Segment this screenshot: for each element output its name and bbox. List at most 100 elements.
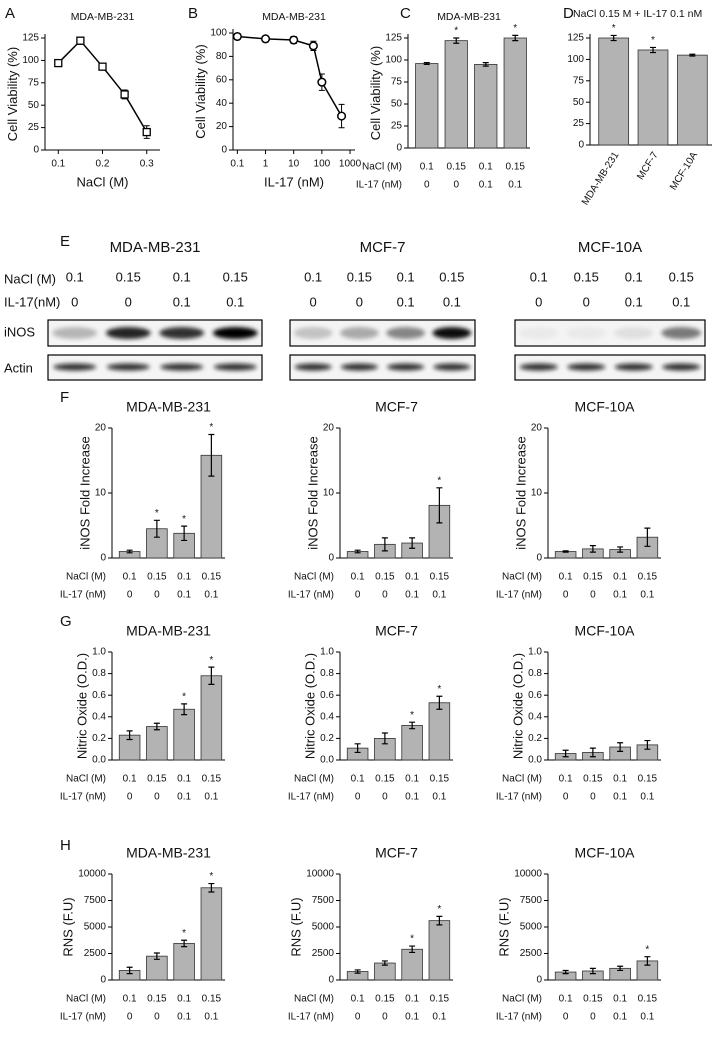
- y-tick-label: 0.4: [528, 711, 542, 722]
- x-tick-label: MCF-7: [635, 150, 661, 182]
- x-tick-label: 0.2: [96, 159, 110, 170]
- y-tick-label: 75: [28, 77, 40, 88]
- x-row-label: IL-17 (nM): [496, 1012, 542, 1023]
- blot-title: MDA-MB-231: [110, 239, 201, 256]
- x-row-value: 0: [355, 590, 361, 601]
- y-tick-label: 0.2: [528, 733, 542, 744]
- panel-label: E: [60, 233, 70, 250]
- marker: [98, 62, 107, 71]
- marker: [232, 31, 242, 42]
- y-tick-label: 0.6: [528, 690, 542, 701]
- lane-label: 0: [125, 294, 132, 309]
- significance-star: *: [209, 422, 213, 433]
- error-bar: [436, 487, 443, 524]
- x-row-value: 0.15: [375, 994, 395, 1005]
- x-row-value: 0.1: [177, 774, 191, 785]
- significance-star: *: [437, 684, 441, 695]
- error-bar: [381, 537, 388, 552]
- y-tick-label: 100: [22, 55, 39, 66]
- x-row-value: 0.1: [420, 162, 434, 173]
- x-row-label: IL-17 (nM): [288, 792, 334, 803]
- x-tick-label: 1000: [339, 159, 362, 170]
- y-axis-label: Cell Viability (%): [368, 46, 383, 140]
- error-bar: [181, 525, 188, 542]
- marker: [260, 34, 271, 44]
- lane-label: 0.15: [574, 269, 599, 284]
- x-row-value: 0: [355, 792, 361, 803]
- x-row-value: 0.1: [559, 774, 573, 785]
- y-axis-label: RNS (F.U): [289, 897, 304, 956]
- y-tick-label: 10: [531, 488, 543, 499]
- error-bar: [617, 546, 624, 553]
- x-row-value: 0.1: [177, 1012, 191, 1023]
- x-row-value: 0.15: [583, 572, 603, 583]
- x-tick-label: 0.1: [230, 159, 244, 170]
- y-tick-label: 2500: [520, 948, 543, 959]
- lane-label: 0.1: [530, 269, 548, 284]
- y-tick-label: 10000: [78, 869, 106, 880]
- y-tick-label: 7500: [84, 895, 107, 906]
- y-axis-label: iNOS Fold Increase: [305, 436, 320, 549]
- chart-title: MCF-7: [375, 623, 418, 639]
- y-tick-label: 10: [95, 488, 107, 499]
- panel-label: A: [5, 5, 15, 22]
- y-tick-label: 100: [210, 28, 227, 39]
- x-row-value: 0.1: [405, 572, 419, 583]
- error-bar: [644, 956, 651, 966]
- marker: [317, 77, 327, 87]
- x-row-label: IL-17 (nM): [60, 1012, 106, 1023]
- x-row-label: NaCl (M): [294, 572, 334, 583]
- chart-title: MDA-MB-231: [126, 845, 211, 861]
- significance-star: *: [612, 23, 616, 34]
- error-bar: [617, 965, 624, 972]
- x-row-value: 0.15: [430, 572, 450, 583]
- x-row-value: 0: [382, 590, 388, 601]
- y-tick-label: 0.8: [92, 668, 106, 679]
- y-tick-label: 10: [323, 488, 335, 499]
- y-tick-label: 20: [216, 121, 228, 132]
- lane-label: 0: [583, 294, 590, 309]
- error-bar: [562, 969, 569, 975]
- actin-band: [519, 363, 558, 371]
- x-row-label: IL-17 (nM): [288, 1012, 334, 1023]
- x-row-value: 0.1: [351, 774, 365, 785]
- significance-star: *: [437, 904, 441, 915]
- lane-label: 0: [535, 294, 542, 309]
- y-axis-label: iNOS Fold Increase: [77, 436, 92, 549]
- row-label: NaCl (M): [4, 271, 56, 286]
- x-row-value: 0.1: [613, 774, 627, 785]
- y-tick-label: 1.0: [92, 647, 106, 658]
- lane-label: 0.1: [173, 269, 191, 284]
- x-tick-label: 10: [288, 159, 300, 170]
- x-row-value: 0.15: [202, 774, 222, 785]
- data-line: [57, 39, 148, 133]
- x-row-value: 0.1: [177, 792, 191, 803]
- error-bar: [409, 945, 416, 954]
- significance-star: *: [155, 508, 159, 519]
- y-tick-label: 75: [391, 77, 403, 88]
- x-row-value: 0.15: [583, 994, 603, 1005]
- y-tick-label: 1.0: [320, 647, 334, 658]
- y-tick-label: 25: [573, 118, 585, 129]
- x-row-value: 0.1: [177, 572, 191, 583]
- y-axis-label: Nitric Oxide (O.D.): [303, 653, 318, 759]
- lane-label: 0.1: [173, 294, 191, 309]
- significance-star: *: [410, 710, 414, 721]
- x-row-value: 0: [563, 792, 569, 803]
- x-row-value: 0.1: [613, 792, 627, 803]
- error-bar: [381, 732, 388, 745]
- chart-title: MDA-MB-231: [437, 11, 501, 23]
- row-label: iNOS: [4, 324, 35, 339]
- x-row-value: 0: [382, 792, 388, 803]
- error-bar: [650, 46, 656, 54]
- actin-band: [53, 363, 97, 371]
- x-row-value: 0.1: [479, 180, 493, 191]
- significance-star: *: [645, 944, 649, 955]
- x-row-value: 0.1: [432, 792, 446, 803]
- lane-label: 0.1: [625, 269, 643, 284]
- y-tick-label: 0: [578, 140, 584, 151]
- x-row-label: NaCl (M): [502, 994, 542, 1005]
- x-row-label: NaCl (M): [66, 994, 106, 1005]
- y-tick-label: 100: [567, 54, 584, 65]
